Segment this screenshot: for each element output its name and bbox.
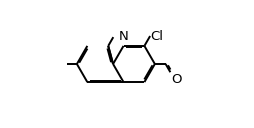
Text: Cl: Cl bbox=[151, 30, 164, 42]
Text: N: N bbox=[119, 30, 129, 43]
Text: O: O bbox=[171, 73, 182, 86]
